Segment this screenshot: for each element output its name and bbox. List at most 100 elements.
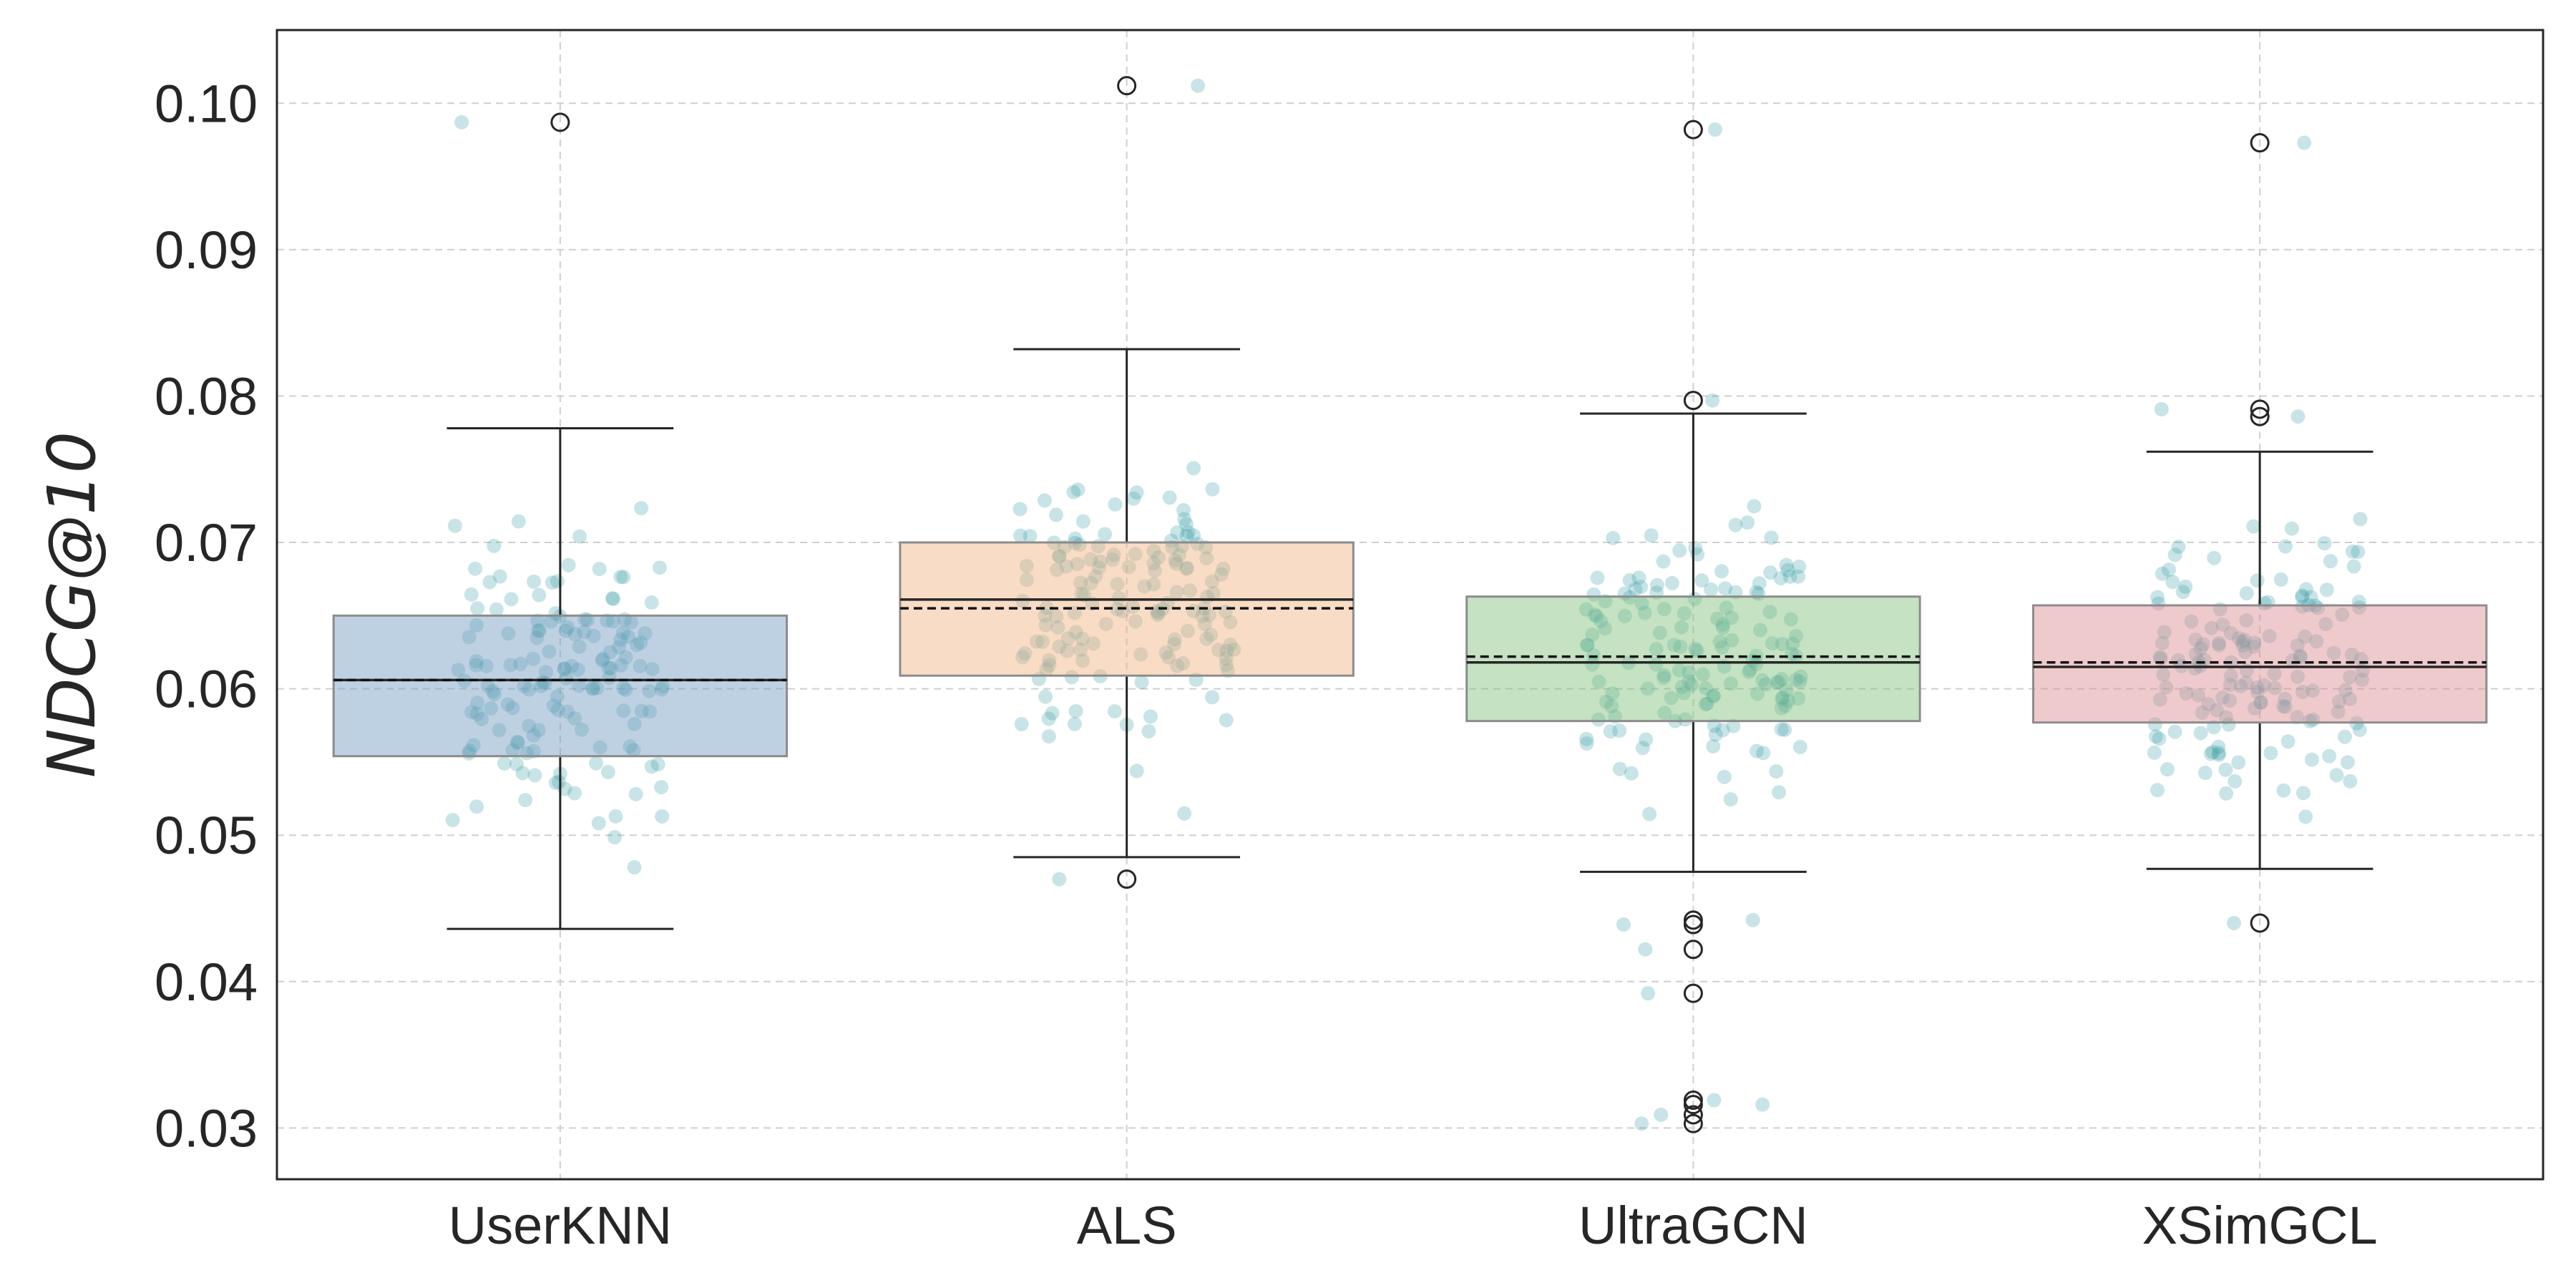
jitter-point <box>652 560 667 575</box>
jitter-point <box>2223 678 2238 693</box>
jitter-point <box>1749 657 1764 672</box>
jitter-point <box>634 501 649 516</box>
jitter-point <box>1150 608 1165 623</box>
jitter-point <box>1652 625 1667 640</box>
jitter-point <box>1015 593 1030 608</box>
jitter-point <box>470 706 485 721</box>
y-tick-label: 0.09 <box>155 220 258 280</box>
jitter-point <box>1780 693 1795 708</box>
jitter-point <box>1724 610 1739 625</box>
jitter-point <box>518 793 533 808</box>
jitter-point <box>2323 554 2338 569</box>
jitter-point <box>1747 499 1762 514</box>
jitter-point <box>2326 645 2341 660</box>
jitter-point <box>1039 662 1054 677</box>
jitter-point <box>474 712 489 727</box>
y-tick-label: 0.03 <box>155 1098 258 1158</box>
jitter-point <box>509 756 524 771</box>
jitter-point <box>1038 608 1053 623</box>
jitter-point <box>2223 668 2238 683</box>
jitter-point <box>1775 636 1790 651</box>
jitter-point <box>2290 638 2305 653</box>
jitter-point <box>2337 729 2352 744</box>
jitter-point <box>1641 986 1656 1001</box>
jitter-point <box>1015 650 1030 665</box>
jitter-point <box>1591 674 1606 689</box>
jitter-point <box>1785 636 1800 651</box>
jitter-point <box>1186 461 1201 476</box>
jitter-point <box>1219 643 1234 658</box>
jitter-point <box>2211 746 2226 761</box>
jitter-point <box>2262 629 2277 644</box>
jitter-point <box>451 663 466 678</box>
jitter-point <box>1182 583 1197 598</box>
jitter-point <box>1674 620 1689 635</box>
jitter-point <box>2275 698 2290 713</box>
jitter-point <box>1779 557 1794 572</box>
jitter-point <box>1742 663 1757 678</box>
jitter-point <box>2201 697 2216 712</box>
jitter-point <box>1756 746 1771 761</box>
jitter-point <box>2344 647 2359 662</box>
y-tick-label: 0.07 <box>155 513 258 572</box>
jitter-point <box>1075 514 1091 529</box>
jitter-point <box>1083 552 1098 567</box>
jitter-point <box>546 698 561 713</box>
jitter-point <box>2226 915 2241 930</box>
jitter-point <box>2290 409 2306 424</box>
jitter-point <box>1067 716 1082 731</box>
jitter-point <box>1606 530 1621 545</box>
jitter-point <box>2150 783 2165 798</box>
jitter-point <box>1029 634 1044 649</box>
box-layer <box>332 348 2488 930</box>
jitter-point <box>1657 670 1672 686</box>
jitter-point <box>511 514 526 529</box>
jitter-point <box>1041 711 1056 726</box>
jitter-point <box>1791 691 1806 706</box>
jitter-point <box>2147 717 2162 732</box>
jitter-point <box>574 722 589 737</box>
jitter-point <box>558 623 573 638</box>
jitter-point <box>1172 547 1187 562</box>
jitter-point <box>1634 1116 1649 1131</box>
jitter-point <box>2355 672 2370 687</box>
jitter-point <box>2345 544 2360 559</box>
jitter-point <box>2205 744 2220 759</box>
jitter-point <box>468 561 483 576</box>
jitter-point <box>590 680 605 696</box>
jitter-point <box>1158 645 1174 660</box>
jitter-point <box>1682 665 1697 680</box>
jitter-point <box>2148 729 2163 744</box>
jitter-point <box>1628 582 1643 597</box>
jitter-point <box>2318 617 2333 632</box>
jitter-point <box>2239 613 2254 628</box>
jitter-point <box>1219 658 1234 673</box>
jitter-point <box>2253 695 2268 710</box>
jitter-point <box>1673 639 1688 654</box>
jitter-point <box>1064 670 1079 685</box>
jitter-point <box>2184 614 2199 629</box>
jitter-point <box>1074 586 1089 601</box>
jitter-point <box>2221 717 2236 732</box>
y-axis-label: NDCG@10 <box>34 431 110 778</box>
jitter-point <box>2298 629 2313 644</box>
jitter-point <box>2204 620 2219 635</box>
jitter-point <box>2253 695 2268 710</box>
jitter-point <box>2191 688 2206 703</box>
jitter-point <box>1694 573 1709 588</box>
jitter-point <box>1177 806 1192 821</box>
jitter-point <box>1163 533 1179 548</box>
jitter-point <box>1705 688 1720 703</box>
jitter-point <box>1179 517 1194 532</box>
jitter-point <box>1066 484 1081 499</box>
jitter-point <box>469 618 484 633</box>
jitter-point <box>2159 680 2174 695</box>
jitter-point <box>1723 792 1738 807</box>
jitter-point <box>1788 628 1803 643</box>
jitter-point <box>1637 605 1652 620</box>
jitter-point <box>1125 599 1140 614</box>
jitter-point <box>1068 703 1083 718</box>
jitter-point <box>627 716 642 731</box>
jitter-point <box>504 592 519 607</box>
jitter-point <box>1019 559 1034 574</box>
